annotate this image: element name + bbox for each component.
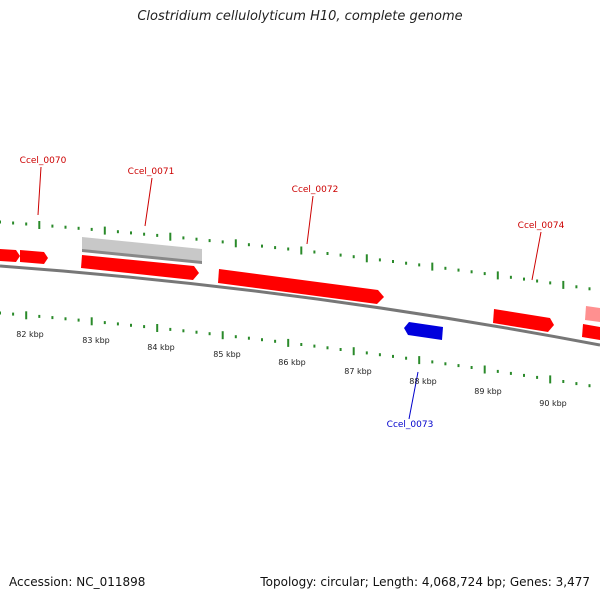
gene-arrow-0072[interactable] bbox=[218, 269, 384, 304]
diagram-title: Clostridium cellulolyticum H10, complete… bbox=[137, 9, 463, 24]
kbp-label: 89 kbp bbox=[474, 387, 502, 396]
gene-arrow-0071[interactable] bbox=[81, 255, 199, 280]
lower-tick-track bbox=[0, 311, 591, 388]
leader-line-0070 bbox=[37, 166, 42, 216]
gene-arrow-0073[interactable] bbox=[404, 322, 443, 340]
leader-line-0072 bbox=[306, 195, 314, 245]
genome-stats-text: Topology: circular; Length: 4,068,724 bp… bbox=[260, 575, 590, 589]
gene-label-0071[interactable]: Ccel_0071 bbox=[128, 167, 175, 177]
leader-line-0073 bbox=[408, 371, 419, 420]
gene-arrow-right-edge[interactable] bbox=[582, 324, 600, 340]
genome-backbone bbox=[0, 264, 600, 347]
kbp-label: 83 kbp bbox=[82, 336, 110, 345]
leader-line-0071 bbox=[144, 177, 153, 227]
leader-line-0074 bbox=[531, 231, 542, 281]
forward-genes bbox=[0, 237, 600, 340]
kbp-labels: 82 kbp 83 kbp 84 kbp 85 kbp 86 kbp 87 kb… bbox=[16, 330, 567, 408]
kbp-label: 90 kbp bbox=[539, 399, 567, 408]
kbp-label: 87 kbp bbox=[344, 367, 372, 376]
gene-arrow-left-1[interactable] bbox=[0, 249, 20, 262]
gene-pseudo-bar-underline bbox=[82, 249, 202, 264]
kbp-label: 88 kbp bbox=[409, 377, 437, 386]
accession-text: Accession: NC_011898 bbox=[9, 575, 146, 589]
kbp-label: 84 kbp bbox=[147, 343, 175, 352]
gene-label-0072[interactable]: Ccel_0072 bbox=[292, 185, 339, 195]
gene-pseudo-bar[interactable] bbox=[82, 237, 202, 262]
upper-tick-track bbox=[0, 220, 591, 291]
gene-label-0073[interactable]: Ccel_0073 bbox=[387, 420, 434, 430]
gene-label-lines bbox=[37, 166, 542, 420]
kbp-label: 86 kbp bbox=[278, 358, 306, 367]
gene-arrow-left-2[interactable] bbox=[20, 250, 48, 264]
kbp-label: 82 kbp bbox=[16, 330, 44, 339]
gene-label-0070[interactable]: Ccel_0070 bbox=[20, 156, 67, 166]
gene-arrow-right-pink[interactable] bbox=[585, 306, 600, 322]
kbp-label: 85 kbp bbox=[213, 350, 241, 359]
gene-label-0074[interactable]: Ccel_0074 bbox=[518, 221, 565, 231]
gene-arrow-0074[interactable] bbox=[493, 309, 554, 332]
